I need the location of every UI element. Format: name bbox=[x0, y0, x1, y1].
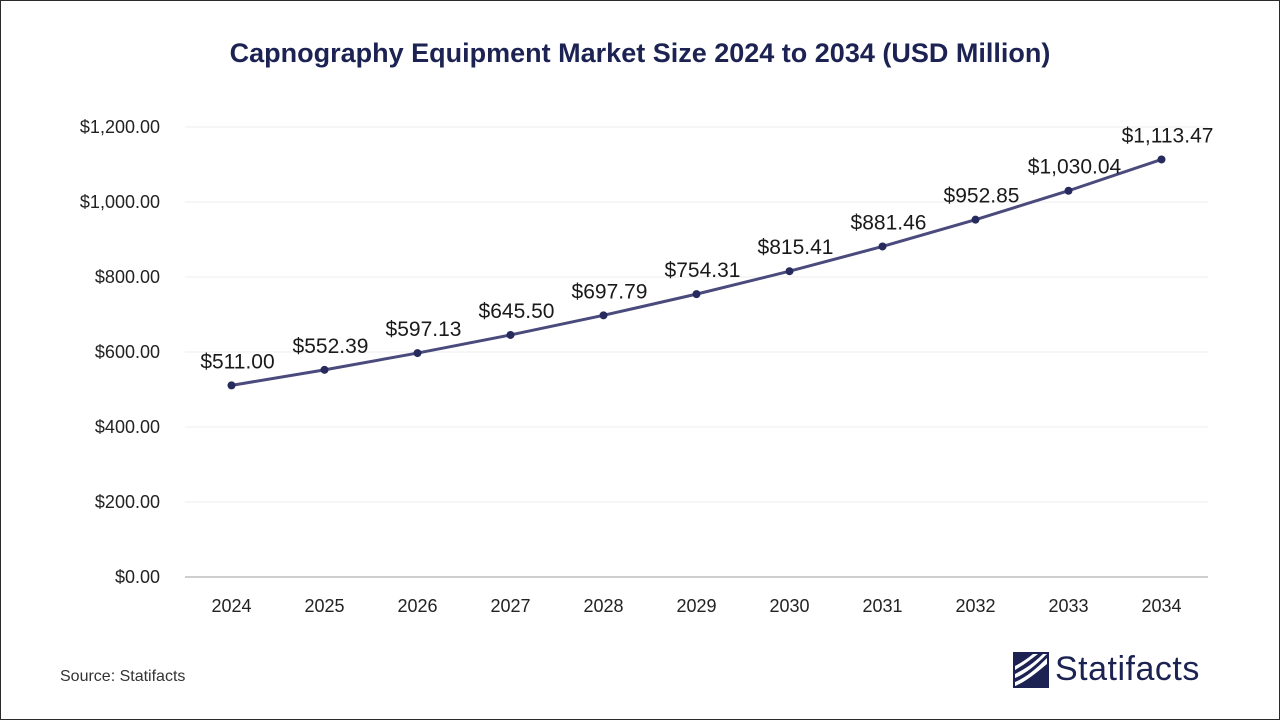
data-label: $597.13 bbox=[386, 318, 462, 341]
data-points bbox=[227, 155, 1166, 390]
data-label: $952.85 bbox=[944, 185, 1020, 208]
brand[interactable]: Statifacts bbox=[1013, 650, 1200, 689]
data-point[interactable] bbox=[692, 290, 701, 299]
data-point[interactable] bbox=[506, 330, 515, 339]
data-point[interactable] bbox=[599, 311, 608, 320]
data-point[interactable] bbox=[1157, 155, 1166, 164]
data-label: $1,030.04 bbox=[1028, 156, 1122, 179]
source-note: Source: Statifacts bbox=[60, 668, 186, 685]
brand-name: Statifacts bbox=[1055, 650, 1200, 688]
data-point[interactable] bbox=[1064, 186, 1073, 195]
x-axis: 2024 2025 2026 2027 2028 2029 2030 2031 2032 2033… bbox=[185, 576, 1208, 616]
data-label: $645.50 bbox=[479, 300, 555, 323]
x-tick-label: 2027 bbox=[490, 596, 530, 616]
x-tick-label: 2033 bbox=[1048, 596, 1088, 616]
data-labels: $511.00 $552.39 $597.13 $645.50 $697.79 $754.… bbox=[200, 124, 1213, 373]
data-point[interactable] bbox=[227, 381, 236, 390]
data-label: $1,113.47 bbox=[1122, 124, 1214, 147]
gridlines bbox=[185, 126, 1208, 503]
y-tick-label: $0.00 bbox=[115, 567, 160, 587]
data-label: $815.41 bbox=[758, 236, 834, 259]
data-point[interactable] bbox=[413, 349, 422, 358]
y-tick-label: $1,000.00 bbox=[80, 192, 160, 212]
x-tick-label: 2025 bbox=[304, 596, 344, 616]
statifacts-logo-icon bbox=[1013, 651, 1049, 688]
x-tick-label: 2031 bbox=[862, 596, 902, 616]
x-tick-label: 2024 bbox=[211, 596, 251, 616]
chart-title: Capnography Equipment Market Size 2024 t… bbox=[229, 38, 1051, 68]
y-tick-label: $200.00 bbox=[95, 492, 160, 512]
x-tick-label: 2030 bbox=[769, 596, 809, 616]
y-tick-label: $1,200.00 bbox=[80, 117, 160, 137]
data-label: $754.31 bbox=[665, 259, 741, 282]
x-tick-label: 2026 bbox=[397, 596, 437, 616]
y-axis: $0.00 $200.00 $400.00 $600.00 $800.00 $1,000.… bbox=[80, 117, 160, 587]
y-tick-label: $400.00 bbox=[95, 417, 160, 437]
data-label: $697.79 bbox=[572, 280, 648, 303]
y-tick-label: $800.00 bbox=[95, 267, 160, 287]
data-label: $511.00 bbox=[200, 350, 274, 373]
x-tick-label: 2028 bbox=[583, 596, 623, 616]
data-label: $881.46 bbox=[851, 211, 927, 234]
data-label: $552.39 bbox=[293, 335, 369, 358]
y-tick-label: $600.00 bbox=[95, 342, 160, 362]
x-tick-label: 2032 bbox=[955, 596, 995, 616]
x-tick-label: 2034 bbox=[1141, 596, 1181, 616]
data-point[interactable] bbox=[320, 365, 329, 374]
x-tick-label: 2029 bbox=[676, 596, 716, 616]
data-point[interactable] bbox=[971, 215, 980, 224]
data-point[interactable] bbox=[878, 242, 887, 251]
data-point[interactable] bbox=[785, 267, 794, 276]
